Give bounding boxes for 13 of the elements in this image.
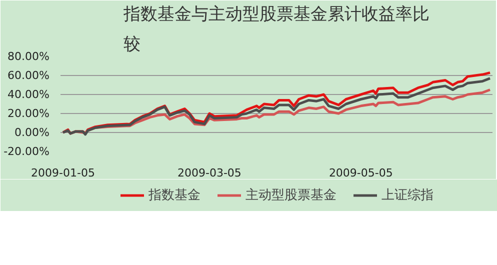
y-tick-label: -20.00%	[4, 145, 50, 158]
y-tick-label: 20.00%	[8, 107, 50, 120]
chart-title: 指数基金与主动型股票基金累计收益率比较	[122, 4, 430, 54]
y-tick-label: 0.00%	[14, 126, 50, 139]
x-tick-label: 2009-03-05	[178, 166, 242, 180]
y-tick-label: 40.00%	[8, 88, 50, 101]
legend-label: 指数基金	[148, 187, 200, 204]
x-tick-label: 2009-01-05	[31, 166, 95, 180]
x-tick-label: 2009-05-05	[328, 166, 393, 180]
y-tick-label: 60.00%	[8, 69, 50, 82]
legend-label: 上证综指	[382, 187, 434, 204]
legend-label: 主动型股票基金	[246, 187, 336, 204]
y-tick-label: 80.00%	[8, 50, 50, 63]
